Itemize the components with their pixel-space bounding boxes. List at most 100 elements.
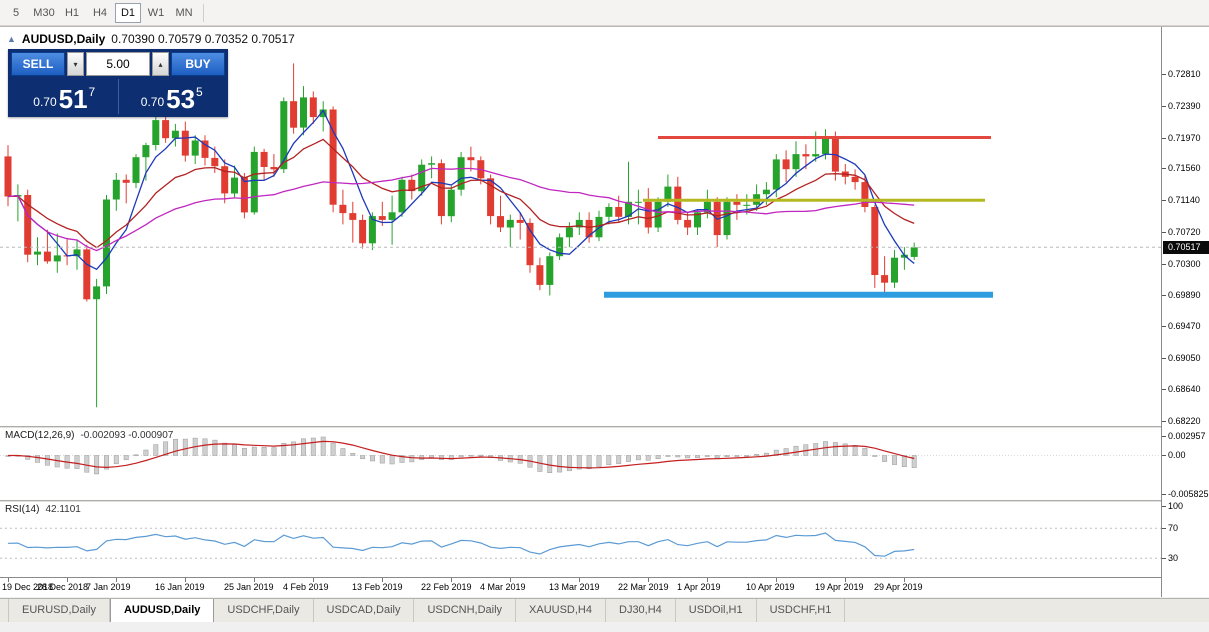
chart-tab-dj30-h4[interactable]: DJ30,H4 [606,599,676,622]
time-tick-mark [254,578,255,582]
time-tick-mark [185,578,186,582]
date-label: 19 Dec 2018 [2,582,54,592]
scale-tick-mark [1162,436,1166,437]
scale-tick-label: 0.71970 [1168,133,1201,143]
timeframe-button-m30[interactable]: M30 [31,3,57,23]
volume-input[interactable] [86,52,150,76]
sell-button[interactable]: SELL [11,52,65,76]
macd-canvas[interactable] [0,428,1161,500]
time-tick-mark [648,578,649,582]
buy-price[interactable]: 0.70 53 5 [119,79,226,114]
volume-increase-button[interactable]: ▴ [152,52,169,76]
scale-tick-mark [1162,200,1166,201]
sell-price[interactable]: 0.70 51 7 [11,79,118,114]
date-label: 22 Mar 2019 [618,582,669,592]
scale-tick-mark [1162,455,1166,456]
scale-tick-label: 0.70720 [1168,227,1201,237]
volume-decrease-button[interactable]: ▾ [67,52,84,76]
date-label: 4 Feb 2019 [283,582,329,592]
timeframe-button-d1[interactable]: D1 [115,2,141,23]
macd-histogram [5,436,917,475]
time-tick-mark [776,578,777,582]
price-scale[interactable]: 0.70517 0.72810 0.72390 0.71970 0.71560 0.71… [1161,27,1209,597]
chart-symbol-label: AUDUSD,Daily [21,32,106,46]
scale-tick-label: 0.72810 [1168,69,1201,79]
chart-tab-usdcad-daily[interactable]: USDCAD,Daily [314,599,415,622]
date-label: 19 Apr 2019 [815,582,864,592]
current-price-label: 0.70517 [1163,241,1209,254]
time-tick-mark [707,578,708,582]
chart-tab-eurusd-daily[interactable]: EURUSD,Daily [8,599,110,622]
date-label: 16 Jan 2019 [155,582,205,592]
scale-tick-label: 0.69890 [1168,290,1201,300]
moving-averages-layer [7,109,915,271]
buy-price-prefix: 0.70 [140,95,165,109]
time-tick-mark [313,578,314,582]
timeframe-button-w1[interactable]: W1 [143,3,169,23]
date-label: 1 Apr 2019 [677,582,721,592]
buy-price-big: 53 [166,84,196,114]
timeframe-button-mn[interactable]: MN [171,3,197,23]
sell-price-big: 51 [58,84,88,114]
chart-tab-usdchf-h1[interactable]: USDCHF,H1 [757,599,846,622]
scale-tick-label: 0.70300 [1168,259,1201,269]
scale-tick-mark [1162,558,1166,559]
buy-button[interactable]: BUY [171,52,225,76]
chart-tab-xauusd-h4[interactable]: XAUUSD,H4 [516,599,606,622]
ma-line-5 [7,109,915,271]
timeframe-button-h1[interactable]: H1 [59,3,85,23]
scale-tick-mark [1162,326,1166,327]
rsi-line [7,532,915,557]
scale-tick-label: 0.71140 [1168,195,1200,205]
timeframe-button-h4[interactable]: H4 [87,3,113,23]
scale-tick-mark [1162,232,1166,233]
pane-separator[interactable] [0,426,1209,428]
scale-tick-mark [1162,168,1166,169]
chart-title: ▲ AUDUSD,Daily 0.70390 0.70579 0.70352 0… [7,32,295,46]
scale-tick-label: 0.68220 [1168,416,1201,426]
date-label: 4 Mar 2019 [480,582,526,592]
date-label: 13 Mar 2019 [549,582,600,592]
chart-ohlc-values: 0.70390 0.70579 0.70352 0.70517 [111,32,295,46]
chart-tab-usdchf-daily[interactable]: USDCHF,Daily [214,599,314,622]
rsi-canvas[interactable] [0,502,1161,577]
sell-price-pip: 7 [88,85,96,99]
scale-tick-mark [1162,389,1166,390]
main-chart-canvas[interactable] [0,27,1161,426]
time-tick-mark [579,578,580,582]
chart-tab-audusd-daily[interactable]: AUDUSD,Daily [109,599,215,622]
chart-tabs-bar: EURUSD,Daily AUDUSD,Daily USDCHF,Daily USDC… [0,598,1209,622]
timeframe-toolbar: 5 M30 H1 H4 D1 W1 MN [0,0,1209,26]
scale-tick-mark [1162,264,1166,265]
pane-separator[interactable] [0,500,1209,502]
scale-tick-mark [1162,494,1166,495]
scale-tick-label: 0.002957 [1168,431,1206,441]
time-tick-mark [904,578,905,582]
collapse-panel-icon[interactable]: ▲ [7,34,16,44]
time-tick-mark [451,578,452,582]
time-tick-mark [116,578,117,582]
scale-tick-label: 0.68640 [1168,384,1201,394]
scale-tick-label: 0.69470 [1168,321,1201,331]
time-axis[interactable]: 19 Dec 2018 28 Dec 2018 7 Jan 2019 16 Jan 2… [0,577,1161,597]
ma-line-34 [7,167,915,252]
scale-tick-mark [1162,138,1166,139]
chart-tab-usdoil-h1[interactable]: USDOil,H1 [676,599,757,622]
timeframe-button-5[interactable]: 5 [3,3,29,23]
date-label: 25 Jan 2019 [224,582,274,592]
time-tick-mark [8,578,9,582]
scale-tick-mark [1162,358,1166,359]
scale-tick-label: 0.00 [1168,450,1186,460]
macd-signal-line [8,440,915,469]
price-divider [117,79,119,114]
scale-tick-label: 100 [1168,501,1184,511]
scale-tick-mark [1162,295,1166,296]
chevron-up-icon: ▴ [158,59,163,69]
date-label: 13 Feb 2019 [352,582,403,592]
trendlines-layer[interactable] [604,136,993,298]
scale-tick-label: 0.72390 [1168,101,1201,111]
ma-line-13 [7,138,915,249]
toolbar-separator [203,3,204,22]
chart-tab-usdcnh-daily[interactable]: USDCNH,Daily [414,599,517,622]
